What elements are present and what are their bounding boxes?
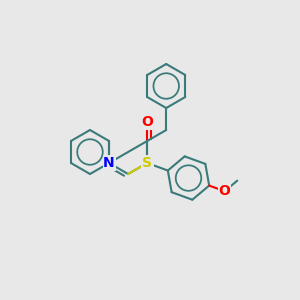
Text: N: N [141, 156, 153, 170]
Text: S: S [142, 156, 152, 170]
Text: O: O [141, 115, 153, 129]
Text: N: N [103, 156, 115, 170]
Text: O: O [219, 184, 231, 198]
